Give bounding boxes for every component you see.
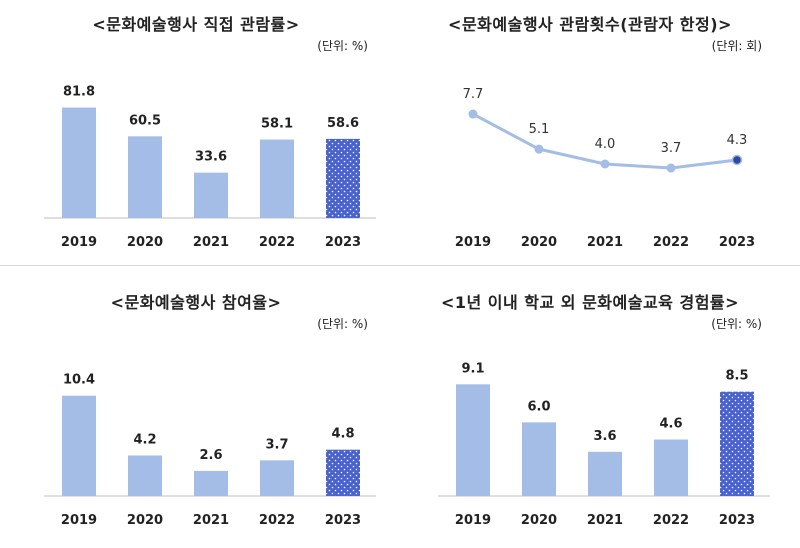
x-tick-label: 2023 — [719, 235, 755, 250]
bar — [326, 138, 360, 218]
bar — [326, 449, 360, 496]
data-label: 3.6 — [593, 429, 616, 444]
panel-divider — [0, 265, 800, 266]
x-tick-label: 2020 — [127, 235, 163, 250]
data-label: 4.0 — [595, 137, 616, 152]
bar — [194, 470, 228, 496]
data-label: 4.6 — [659, 417, 682, 432]
chart-title: <문화예술행사 직접 관람률> — [92, 15, 300, 34]
bar-chart: 81.8 60.5 33.6 58.1 58.6 2019 2020 2021 2022 2023 — [44, 85, 376, 250]
bar — [720, 391, 754, 496]
data-point — [731, 154, 743, 166]
bar — [128, 455, 162, 496]
data-point — [534, 144, 544, 154]
bar — [62, 395, 96, 496]
data-label: 9.1 — [461, 361, 484, 376]
x-tick-label: 2023 — [719, 513, 755, 528]
x-tick-label: 2022 — [259, 235, 295, 250]
chart-panel-participation-rate: <문화예술행사 참여율> (단위: %) 10.4 4.2 2.6 3.7 4.8 201… — [16, 278, 376, 533]
x-tick-label: 2020 — [521, 513, 557, 528]
chart-panel-education-rate: <1년 이내 학교 외 문화예술교육 경험률> (단위: %) 9.1 6.0 3.… — [410, 278, 770, 533]
bar — [194, 172, 228, 218]
data-label: 3.7 — [265, 437, 288, 452]
bar-chart: 10.4 4.2 2.6 3.7 4.8 2019 2020 2021 2022 2023 — [44, 373, 376, 528]
data-label: 5.1 — [529, 122, 550, 137]
unit-label: (단위: %) — [711, 317, 762, 331]
chart-title: <문화예술행사 참여율> — [110, 293, 282, 312]
x-tick-label: 2019 — [455, 513, 491, 528]
bar — [588, 451, 622, 496]
data-point — [468, 109, 478, 119]
data-label: 8.5 — [725, 369, 748, 384]
bar — [128, 136, 162, 218]
x-tick-label: 2022 — [653, 513, 689, 528]
unit-label: (단위: 회) — [711, 39, 762, 53]
line-chart: 7.7 5.1 4.0 3.7 4.3 2019 2020 2021 2022 2023 — [455, 87, 755, 250]
x-tick-label: 2023 — [325, 235, 361, 250]
chart-panel-viewing-count: <문화예술행사 관람횟수(관람자 한정)> (단위: 회) 7.7 5.1 4.0 3… — [410, 0, 770, 255]
bar — [260, 139, 294, 218]
data-label: 60.5 — [129, 113, 161, 128]
bar-chart: 9.1 6.0 3.6 4.6 8.5 2019 2020 2021 2022 2023 — [438, 361, 770, 528]
x-tick-label: 2019 — [61, 513, 97, 528]
data-label: 4.2 — [133, 433, 156, 448]
x-tick-label: 2023 — [325, 513, 361, 528]
unit-label: (단위: %) — [317, 39, 368, 53]
bar — [654, 439, 688, 496]
bar — [260, 460, 294, 496]
bar — [522, 422, 556, 496]
data-label: 81.8 — [63, 85, 95, 100]
unit-label: (단위: %) — [317, 317, 368, 331]
data-label: 10.4 — [63, 373, 95, 388]
x-tick-label: 2022 — [653, 235, 689, 250]
bar — [456, 384, 490, 496]
data-label: 7.7 — [463, 87, 484, 102]
data-point — [600, 159, 610, 169]
x-tick-label: 2021 — [193, 513, 229, 528]
data-label: 33.6 — [195, 150, 227, 165]
x-tick-label: 2021 — [193, 235, 229, 250]
chart-title: <1년 이내 학교 외 문화예술교육 경험률> — [440, 293, 740, 312]
x-tick-label: 2020 — [521, 235, 557, 250]
x-tick-label: 2022 — [259, 513, 295, 528]
data-label: 58.6 — [327, 116, 359, 131]
x-tick-label: 2021 — [587, 235, 623, 250]
x-tick-label: 2019 — [61, 235, 97, 250]
data-point — [666, 163, 676, 173]
data-label: 6.0 — [527, 399, 550, 414]
data-label: 4.8 — [331, 427, 354, 442]
data-label: 2.6 — [199, 448, 222, 463]
x-tick-label: 2021 — [587, 513, 623, 528]
x-tick-label: 2019 — [455, 235, 491, 250]
x-tick-label: 2020 — [127, 513, 163, 528]
data-label: 3.7 — [661, 141, 682, 156]
bar — [62, 107, 96, 218]
data-label: 58.1 — [261, 117, 293, 132]
data-label: 4.3 — [727, 133, 748, 148]
chart-title: <문화예술행사 관람횟수(관람자 한정)> — [448, 15, 732, 34]
chart-panel-viewing-rate: <문화예술행사 직접 관람률> (단위: %) 81.8 60.5 33.6 58.1… — [16, 0, 376, 255]
